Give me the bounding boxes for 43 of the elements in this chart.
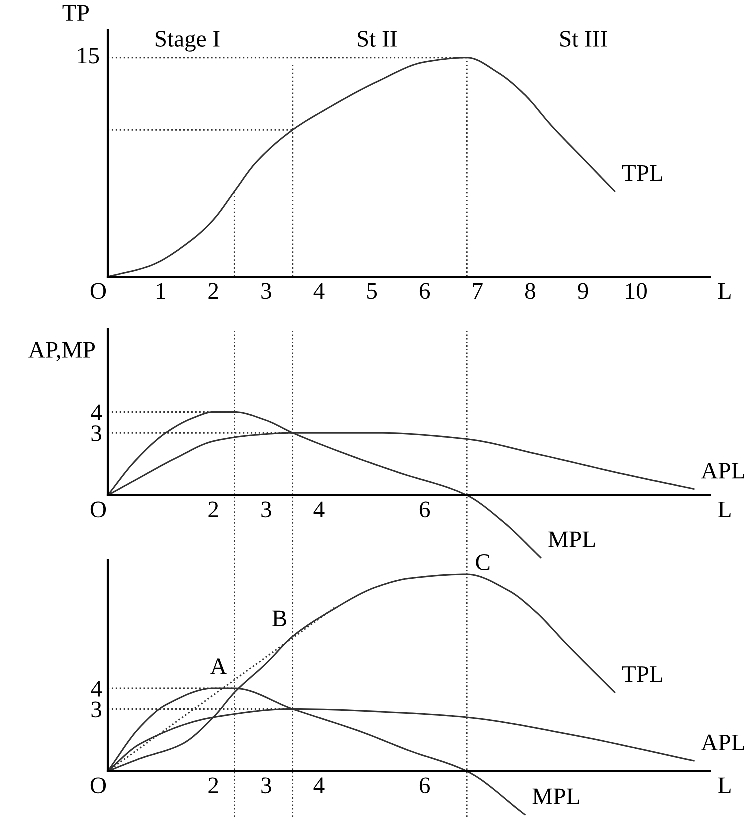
text: O [90, 502, 106, 518]
y-tick-label: 3 [92, 426, 102, 442]
x-tick-label: 9 [578, 283, 588, 300]
x-tick-label: 4 [314, 778, 325, 794]
x-tick-label: 10 [626, 283, 647, 300]
text: O [90, 283, 106, 300]
annotation: A [210, 658, 228, 674]
x-tick-label: 4 [314, 502, 325, 518]
text: St II [358, 31, 397, 48]
x-axis-title: L [718, 283, 731, 299]
y-axis-title: TP [62, 5, 89, 21]
text: St III [560, 31, 608, 48]
y-tick-label: 4 [91, 404, 102, 420]
series-label: TPL [622, 165, 662, 181]
x-tick-label: 6 [420, 502, 430, 518]
text: O [90, 778, 106, 794]
x-tick-label: 3 [262, 502, 272, 518]
series-label: MPL [532, 788, 580, 804]
x-axis-title: L [718, 778, 731, 794]
y-tick-label: 3 [92, 702, 102, 718]
series-label: TPL [622, 666, 662, 682]
annotation: B [272, 610, 287, 626]
text: Stage I [156, 31, 220, 52]
x-tick-label: 3 [262, 283, 272, 300]
annotation: C [476, 554, 490, 570]
y-tick-label: 4 [91, 681, 102, 697]
x-tick-label: 8 [525, 283, 536, 300]
y-axis-title: AP,MP [28, 342, 96, 362]
x-tick-label: 6 [420, 283, 430, 300]
x-tick-label: 1 [156, 283, 166, 299]
x-tick-label: 2 [208, 778, 218, 794]
x-axis-title: L [718, 502, 731, 518]
x-tick-label: 6 [420, 778, 430, 794]
series-label: MPL [548, 532, 596, 548]
x-tick-label: 2 [208, 283, 218, 299]
x-tick-label: 2 [208, 502, 218, 518]
x-tick-label: 3 [262, 778, 272, 794]
x-tick-label: 4 [314, 283, 325, 299]
series-label: APL [701, 463, 744, 479]
series-label: APL [701, 734, 744, 750]
x-tick-label: 7 [473, 283, 483, 299]
x-tick-label: 5 [368, 283, 378, 300]
annotation: 15 [78, 48, 100, 64]
